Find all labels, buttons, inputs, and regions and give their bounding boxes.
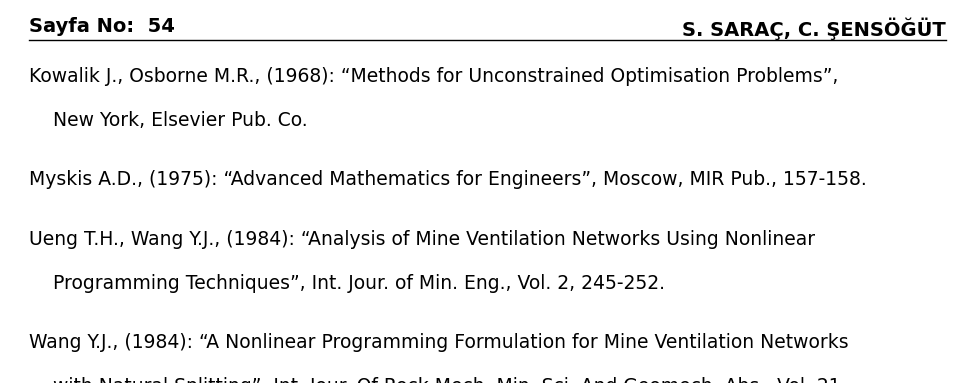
- Text: Kowalik J., Osborne M.R., (1968): “Methods for Unconstrained Optimisation Proble: Kowalik J., Osborne M.R., (1968): “Metho…: [29, 67, 838, 86]
- Text: with Natural Splitting”, Int. Jour. Of Rock Mech. Min. Sci. And Geomech. Abs., V: with Natural Splitting”, Int. Jour. Of R…: [29, 377, 847, 383]
- Text: Sayfa No:  54: Sayfa No: 54: [29, 17, 175, 36]
- Text: Programming Techniques”, Int. Jour. of Min. Eng., Vol. 2, 245-252.: Programming Techniques”, Int. Jour. of M…: [29, 274, 664, 293]
- Text: Wang Y.J., (1984): “A Nonlinear Programming Formulation for Mine Ventilation Net: Wang Y.J., (1984): “A Nonlinear Programm…: [29, 333, 849, 352]
- Text: S. SARAÇ, C. ŞENSÖĞÜT: S. SARAÇ, C. ŞENSÖĞÜT: [682, 17, 946, 40]
- Text: Ueng T.H., Wang Y.J., (1984): “Analysis of Mine Ventilation Networks Using Nonli: Ueng T.H., Wang Y.J., (1984): “Analysis …: [29, 230, 815, 249]
- Text: New York, Elsevier Pub. Co.: New York, Elsevier Pub. Co.: [29, 111, 307, 130]
- Text: Myskis A.D., (1975): “Advanced Mathematics for Engineers”, Moscow, MIR Pub., 157: Myskis A.D., (1975): “Advanced Mathemati…: [29, 170, 867, 190]
